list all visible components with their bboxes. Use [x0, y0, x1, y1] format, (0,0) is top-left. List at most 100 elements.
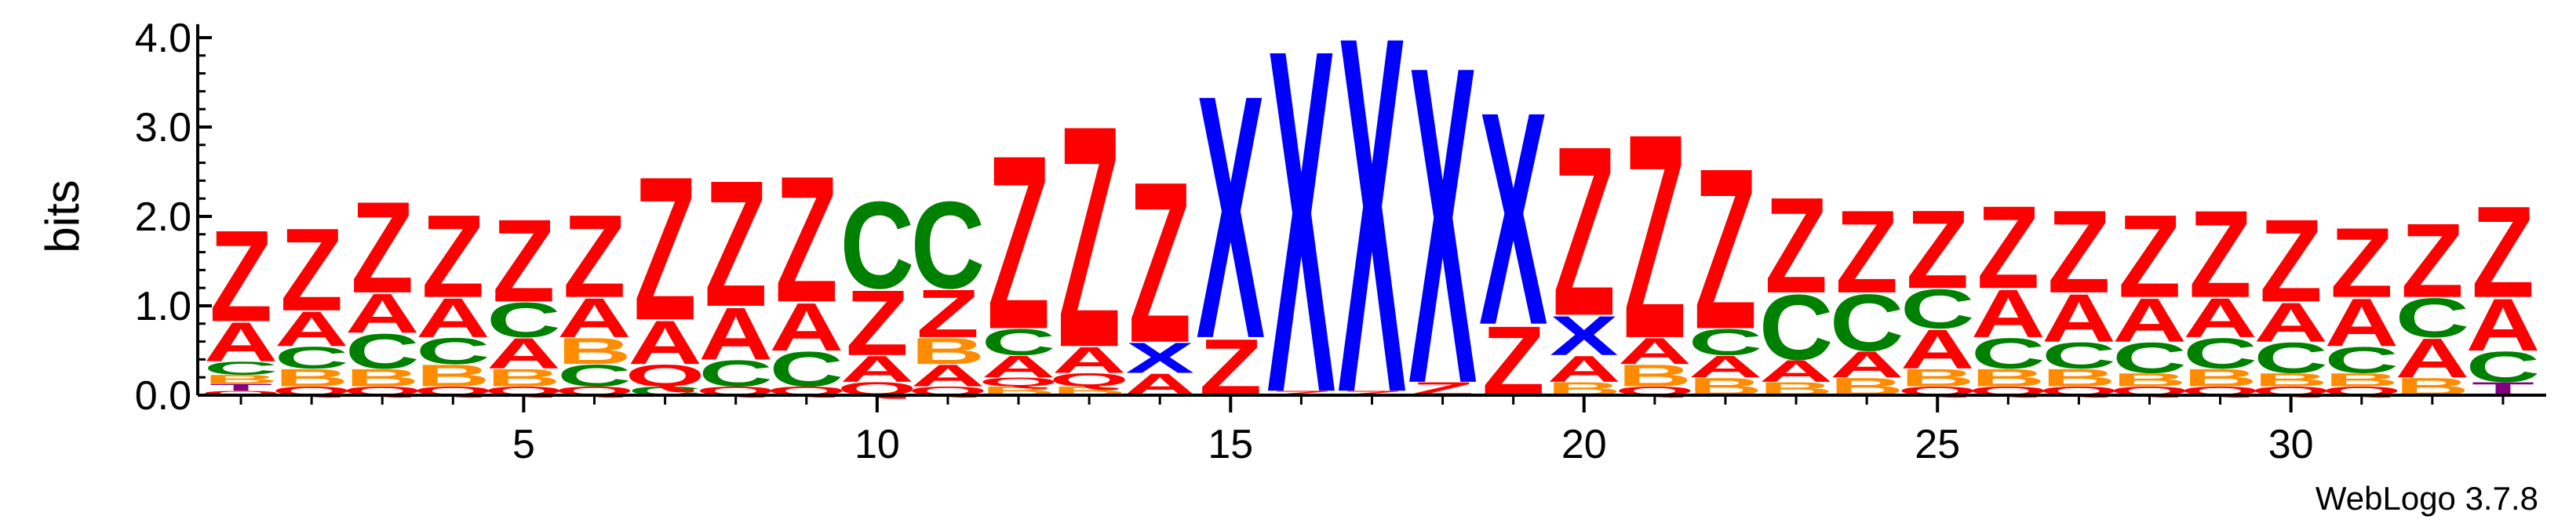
logo-letter-q: Q: [1049, 369, 1129, 390]
logo-letter-a: A: [204, 311, 279, 373]
logo-letter-c: C: [2254, 334, 2328, 383]
y-tick-label: 1.0: [135, 284, 191, 329]
logo-column: ZX: [1479, 49, 1548, 416]
logo-letter-c: C: [204, 358, 279, 378]
logo-column: ZX: [1267, 0, 1336, 495]
logo-letter-q: Q: [201, 390, 281, 397]
logo-letter-b: B: [486, 364, 561, 391]
logo-letter-c: C: [2396, 287, 2470, 349]
logo-letter-b: B: [275, 364, 349, 391]
logo-letter-b: B: [1971, 364, 2046, 391]
logo-letter-a: A: [1618, 330, 1692, 372]
logo-letter-a: A: [2112, 285, 2187, 354]
weblogo-credit: WebLogo 3.7.8: [2315, 480, 2538, 517]
logo-letter-q: Q: [978, 375, 1058, 389]
y-tick-label: 0.0: [135, 373, 191, 419]
logo-letter-z: Z: [1977, 181, 2039, 313]
logo-letter-a: A: [345, 283, 420, 345]
logo-letter-z: Z: [2401, 202, 2464, 320]
logo-column: AXZ: [1123, 135, 1197, 401]
logo-column: ZX: [1197, 24, 1266, 412]
logo-letter-c: C: [1689, 321, 1763, 363]
logo-letter-a: A: [275, 301, 349, 357]
logo-column: ZX: [1408, 0, 1477, 478]
logo-letter-z: Z: [210, 202, 272, 349]
logo-letter-a: A: [1971, 275, 2046, 352]
logo-letter-x: X: [1126, 334, 1194, 383]
logo-letter-z: Z: [492, 194, 555, 326]
logo-letter-z: Z: [1906, 187, 1969, 312]
logo-letter-a: A: [1830, 343, 1904, 385]
logo-letter-a: A: [2324, 284, 2399, 361]
logo-letter-c: C: [982, 321, 1056, 363]
logo-letter-c: C: [840, 175, 915, 314]
logo-letter-c: C: [911, 175, 986, 314]
logo-letter-b: B: [557, 330, 632, 372]
logo-letter-c: C: [698, 353, 773, 394]
logo-letter-x: X: [1550, 305, 1618, 367]
logo-letter-b: B: [2254, 369, 2328, 390]
logo-letter-q: Q: [625, 358, 705, 394]
logo-letter-c: C: [416, 330, 490, 372]
logo-letter-b: B: [1900, 364, 1975, 391]
logo-letter-c: C: [275, 340, 349, 376]
x-tick-label: 15: [1208, 422, 1253, 467]
logo-letter-a: A: [698, 292, 773, 376]
logo-letter-z: Z: [2118, 190, 2181, 321]
logo-letter-c: C: [1830, 278, 1904, 368]
y-axis-title: bits: [36, 180, 89, 252]
logo-letter-x: X: [1408, 0, 1477, 478]
logo-letter-a: A: [2183, 287, 2257, 349]
logo-letter-b: B: [416, 358, 490, 394]
logo-letter-z: Z: [775, 139, 838, 340]
logo-column: ZX: [1338, 0, 1407, 499]
logo-letter-c: C: [1900, 278, 1975, 340]
logo-letter-x: X: [1338, 0, 1407, 499]
logo-letter-c: C: [2112, 334, 2187, 383]
logo-letter-z: Z: [2260, 194, 2323, 326]
logo-letter-a: A: [1547, 348, 1621, 390]
logo-stacks: QTBCAZQBCAZQBCAZQBCAZQBACZQCBAZCQAZQCAZQ…: [201, 0, 2540, 499]
logo-letter-a: A: [557, 287, 632, 349]
logo-letter-z: Z: [2189, 184, 2252, 324]
logo-letter-z: Z: [846, 271, 909, 375]
logo-letter-z: Z: [1128, 135, 1191, 391]
logo-letter-z: Z: [280, 203, 343, 335]
logo-letter-z: Z: [1835, 185, 1898, 317]
logo-letter-z: Z: [705, 143, 767, 344]
logo-letter-c: C: [2324, 340, 2399, 381]
logo-letter-b: B: [2183, 364, 2257, 391]
logo-letter-a: A: [911, 358, 986, 394]
logo-letter-a: A: [1052, 340, 1127, 381]
logo-letter-b: B: [2112, 369, 2187, 390]
logo-letter-a: A: [2254, 292, 2328, 354]
logo-letter-b: B: [345, 364, 420, 391]
logo-letter-z: Z: [916, 275, 979, 352]
logo-letter-z: Z: [351, 174, 414, 321]
logo-letter-z: Z: [1623, 74, 1686, 400]
logo-letter-a: A: [2396, 328, 2470, 390]
